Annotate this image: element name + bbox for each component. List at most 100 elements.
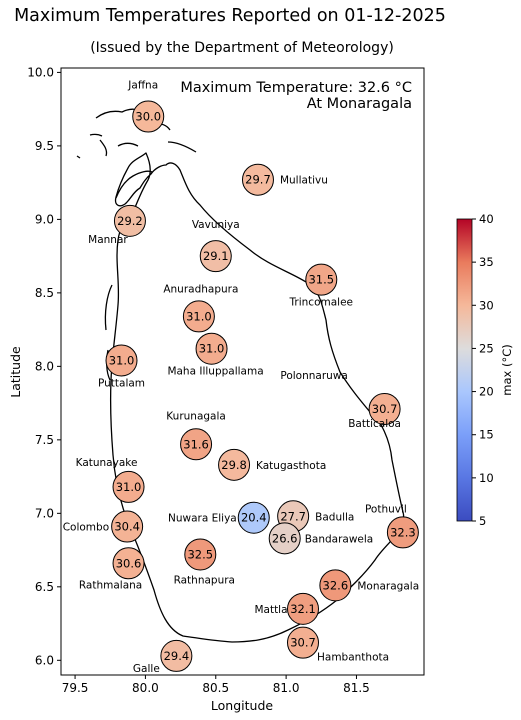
station-marker	[160, 639, 193, 672]
station-temp: 29.7	[245, 173, 271, 187]
x-tick-label: 80.5	[202, 681, 229, 695]
station-marker	[112, 470, 145, 503]
station-markers: 30.0 Jaffna 29.7 Mullativu 29.2 Mannar 29.1 Vav…	[63, 80, 419, 675]
station-temp: 27.7	[280, 509, 306, 523]
station-temp: 30.7	[290, 636, 316, 650]
colorbar-tick-label: 25	[479, 341, 494, 355]
y-tick-label: 9.0	[35, 212, 54, 226]
station-name: Batticaloa	[348, 418, 401, 430]
x-tick-label: 81.0	[273, 681, 300, 695]
station-temp: 32.5	[187, 547, 213, 561]
station-marker	[195, 332, 228, 365]
station-marker	[268, 522, 301, 555]
station-marker	[132, 100, 165, 133]
station-name: Rathmalana	[79, 579, 142, 591]
colorbar-tick-label: 40	[479, 212, 494, 226]
station-temp: 29.2	[117, 214, 143, 228]
axis-ticks: 79.5 80.0 80.5 81.0 81.5 6.0 6.5 7.0 7.5 8.0 8.5 9.…	[27, 65, 370, 695]
station-name: Jaffna	[127, 80, 158, 92]
station-temp: 30.0	[135, 110, 161, 124]
y-tick-label: 7.0	[35, 506, 54, 520]
x-tick-label: 79.5	[62, 681, 89, 695]
y-tick-label: 7.5	[35, 433, 54, 447]
chart-title: Maximum Temperatures Reported on 01-12-2…	[14, 6, 446, 26]
x-tick-label: 81.5	[343, 681, 370, 695]
station-name: Bandarawela	[305, 533, 374, 545]
station-marker	[319, 569, 352, 602]
station-name: Badulla	[315, 511, 354, 523]
y-tick-label: 9.5	[35, 139, 54, 153]
station-name: Katugasthota	[256, 460, 326, 472]
station-name: Mannar	[88, 234, 128, 246]
station-temp: 29.8	[221, 458, 247, 472]
station-name: Anuradhapura	[163, 283, 238, 295]
station-marker	[287, 626, 319, 659]
y-tick-label: 8.5	[35, 286, 54, 300]
max-temp-annotation: Maximum Temperature: 32.6 °C	[180, 80, 412, 96]
station-name: Polonnaruwa	[280, 370, 347, 382]
station-name: Colombo	[63, 522, 109, 534]
station-temp: 31.0	[199, 342, 225, 356]
colorbar-tick-label: 10	[479, 471, 494, 485]
colorbar-tick-label: 30	[479, 298, 494, 312]
station-name: Galle	[133, 663, 160, 675]
station-temp: 31.0	[116, 480, 142, 494]
station-name: Pothuvil	[365, 503, 407, 515]
y-tick-label: 10.0	[27, 65, 54, 79]
max-temp-location: At Monaragala	[307, 96, 412, 112]
station-name: Puttalam	[98, 377, 145, 389]
y-axis-label: Latitude	[8, 346, 23, 398]
station-name: Katunayake	[76, 457, 138, 469]
station-temp: 30.7	[372, 402, 398, 416]
station-marker	[241, 163, 274, 196]
station-temp: 31.6	[183, 437, 209, 451]
colorbar-tick-label: 35	[479, 255, 494, 269]
station-name: Hambanthota	[317, 652, 389, 664]
colorbar-tick-label: 5	[479, 514, 486, 528]
station-temp: 31.0	[186, 309, 212, 323]
station-name: Mullativu	[280, 175, 328, 187]
colorbar-tick-label: 15	[479, 428, 494, 442]
station-name: Nuwara Eliya	[168, 513, 237, 525]
station-marker	[105, 344, 138, 377]
station-temp: 32.6	[323, 578, 349, 592]
station-temp: 32.3	[390, 525, 416, 539]
station-marker	[237, 501, 270, 534]
station-temp: 31.0	[109, 353, 135, 367]
station-temp: 26.6	[272, 531, 298, 545]
station-temp: 29.1	[203, 249, 229, 263]
station-marker	[184, 538, 217, 571]
station-temp: 20.4	[241, 511, 267, 525]
station-marker	[287, 592, 319, 625]
station-marker	[111, 510, 144, 543]
station-name: Mattla	[254, 604, 287, 616]
station-name: Trincomalee	[289, 297, 353, 309]
station-name: Monaragala	[357, 580, 419, 592]
station-temp: 29.4	[164, 649, 190, 663]
plot-frame	[60, 67, 425, 676]
x-tick-label: 80.0	[132, 681, 159, 695]
y-tick-label: 8.0	[35, 359, 54, 373]
x-axis-label: Longitude	[211, 698, 273, 713]
station-marker	[199, 240, 232, 273]
station-marker	[368, 392, 401, 425]
station-marker	[112, 547, 145, 580]
station-marker	[386, 516, 419, 549]
station-marker	[305, 263, 338, 296]
station-marker	[182, 300, 215, 333]
y-tick-label: 6.0	[35, 653, 54, 667]
chart-subtitle: (Issued by the Department of Meteorology…	[90, 40, 394, 56]
station-marker	[218, 448, 251, 481]
station-name: Maha Illuppallama	[167, 366, 263, 378]
station-name: Rathnapura	[174, 574, 235, 586]
station-temp: 30.4	[114, 520, 140, 534]
colorbar: 5 10 15 20 25 30 35 40 max (°C)	[456, 212, 514, 528]
colorbar-gradient	[456, 218, 473, 522]
colorbar-tick-label: 20	[479, 385, 494, 399]
station-name: Kurunagala	[166, 410, 226, 422]
station-name: Vavuniya	[192, 219, 240, 231]
station-temp: 31.5	[308, 273, 334, 287]
colorbar-label: max (°C)	[500, 344, 514, 395]
station-marker	[180, 428, 213, 461]
